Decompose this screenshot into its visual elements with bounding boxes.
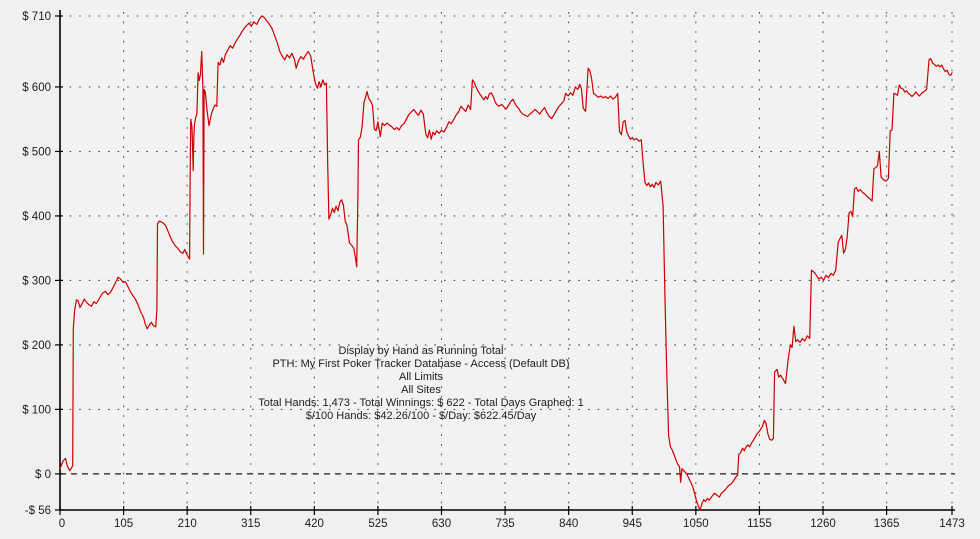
x-axis-label: 315: [241, 518, 260, 530]
x-axis-label: 525: [368, 518, 387, 530]
x-axis-label: 630: [432, 518, 451, 530]
plot-area: [60, 10, 958, 510]
y-axis-label: $ 0: [35, 469, 51, 481]
x-axis-label: 1155: [747, 518, 772, 530]
summary-display-mode: Display by Hand as Running Total: [338, 345, 504, 357]
y-axis-label: $ 100: [22, 404, 51, 416]
x-axis-label: 1365: [874, 518, 900, 530]
x-axis-label: 105: [114, 518, 133, 530]
y-axis-label: $ 200: [22, 340, 51, 352]
running-total-series-line: [59, 15, 953, 511]
x-axis-label: 0: [59, 518, 65, 530]
x-axis-label: 1473: [939, 518, 965, 530]
x-axis-label: 420: [305, 518, 324, 530]
summary-limits-filter: All Limits: [398, 371, 443, 383]
x-axis-label: 1260: [810, 518, 836, 530]
chart-summary: Display by Hand as Running Total PTH: My…: [258, 345, 584, 423]
y-axis-label: $ 400: [22, 211, 51, 223]
summary-rates: $/100 Hands: $42.26/100 - $/Day: $622.45…: [305, 410, 537, 422]
summary-sites-filter: All Sites: [401, 384, 441, 396]
summary-totals: Total Hands: 1,473 - Total Winnings: $ 6…: [258, 397, 584, 409]
x-axis-label: 840: [559, 518, 578, 530]
x-axis-label: 735: [495, 518, 514, 530]
y-axis-label: $ 710: [22, 11, 51, 23]
x-axis-label: 1050: [683, 518, 709, 530]
y-axis-label: $ 600: [22, 82, 51, 94]
y-axis-label: $ 300: [22, 275, 51, 287]
x-axis-label: 945: [623, 518, 642, 530]
y-axis-label: $ 500: [22, 146, 51, 158]
x-axis-label: 210: [178, 518, 197, 530]
y-axis-label: -$ 56: [25, 505, 51, 517]
summary-database: PTH: My First Poker Tracker Database - A…: [272, 358, 570, 370]
